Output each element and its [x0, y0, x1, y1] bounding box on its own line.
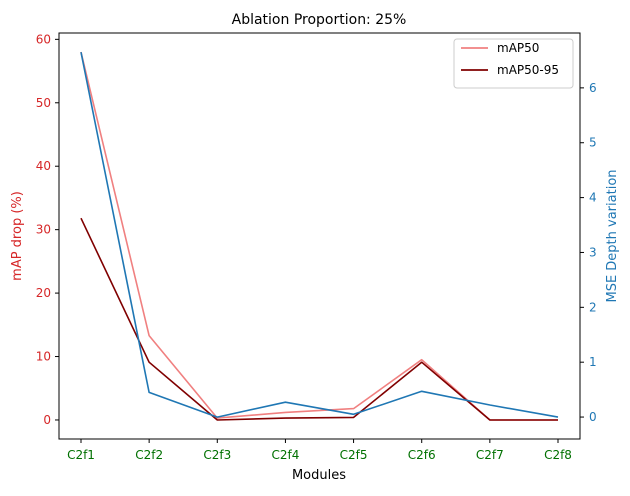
chart-title: Ablation Proportion: 25%	[232, 12, 407, 28]
y-right-tick-label: 6	[589, 81, 597, 95]
series-line-series-3	[80, 52, 559, 418]
x-axis: C2f1 C2f2 C2f3 C2f4 C2f5 C2f6 C2f7 C2f8	[67, 439, 572, 462]
y-axis-left-label: mAP drop (%)	[10, 191, 25, 281]
y-right-tick-label: 0	[589, 410, 597, 424]
x-tick-label: C2f7	[476, 448, 504, 462]
legend-items: mAP50 mAP50-95	[461, 41, 559, 77]
x-tick-label: C2f4	[271, 448, 299, 462]
y-left-tick-label: 10	[36, 350, 51, 364]
legend-label: mAP50-95	[497, 63, 559, 77]
legend: mAP50 mAP50-95	[453, 38, 574, 89]
y-left-tick-label: 40	[36, 159, 51, 173]
y-right-tick-label: 1	[589, 355, 597, 369]
x-axis-label: Modules	[292, 468, 346, 483]
y-axis-left: 0 10 20 30 40 50 60	[36, 32, 59, 427]
x-tick-label: C2f3	[203, 448, 231, 462]
legend-box	[453, 38, 574, 89]
y-right-tick-label: 2	[589, 300, 597, 314]
x-tick-label: C2f6	[408, 448, 436, 462]
y-left-tick-label: 0	[43, 413, 51, 427]
x-tick-label: C2f2	[135, 448, 163, 462]
y-left-tick-label: 30	[36, 223, 51, 237]
y-right-tick-label: 5	[589, 136, 597, 150]
y-right-tick-label: 4	[589, 191, 597, 205]
y-left-tick-label: 50	[36, 96, 51, 110]
y-left-tick-label: 20	[36, 286, 51, 300]
legend-label: mAP50	[497, 41, 539, 55]
y-axis-right-label: MSE Depth variation	[605, 169, 620, 302]
x-tick-label: C2f5	[340, 448, 368, 462]
y-left-tick-label: 60	[36, 32, 51, 46]
series-line-map50-95	[80, 217, 558, 421]
x-tick-label: C2f8	[544, 448, 572, 462]
y-right-tick-label: 3	[589, 245, 597, 259]
plot-frame	[58, 32, 581, 440]
plot-area	[58, 32, 581, 440]
series-layer	[80, 51, 559, 421]
y-axis-right: 0 1 2 3 4 5 6	[580, 81, 597, 424]
x-tick-label: C2f1	[67, 448, 95, 462]
